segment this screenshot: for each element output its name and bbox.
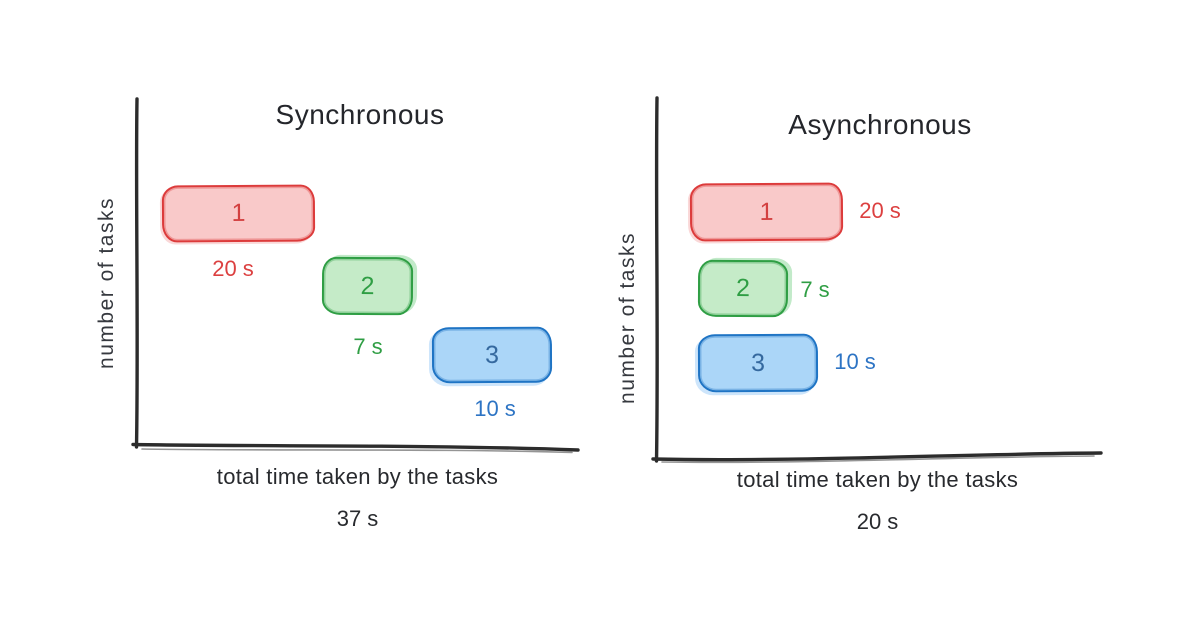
async-total-time: 20 s (856, 509, 899, 534)
sync-x-axis (131, 442, 580, 452)
async-y-axis-label: number of tasks (616, 232, 639, 404)
async-task-box-1: 1 (689, 182, 844, 242)
sync-task-box-3: 3 (431, 326, 553, 384)
async-task-2-duration: 7 s (800, 277, 830, 302)
sync-task-2-number: 2 (360, 271, 375, 300)
async-task-3-duration: 10 s (834, 349, 876, 374)
sync-y-axis (134, 97, 139, 449)
async-y-axis (654, 96, 659, 463)
async-x-axis (651, 451, 1103, 462)
async-task-1-number: 1 (759, 197, 774, 226)
async-chart-title: Asynchronous (788, 109, 972, 140)
sync-x-axis-sketch-stroke (141, 448, 573, 454)
sync-task-1-number: 1 (231, 198, 246, 228)
sync-task-1-duration: 20 s (212, 256, 254, 281)
sync-task-box-2: 2 (321, 256, 414, 316)
async-task-2-number: 2 (735, 273, 751, 303)
sync-task-3-duration: 10 s (474, 396, 516, 421)
sync-task-3-number: 3 (484, 340, 500, 369)
async-task-box-3: 3 (697, 333, 819, 393)
async-task-3-number: 3 (750, 348, 766, 377)
sync-y-axis-label: number of tasks (95, 197, 118, 369)
sync-chart-title: Synchronous (275, 99, 445, 130)
sync-total-time: 37 s (336, 506, 379, 531)
async-x-axis-label: total time taken by the tasks (736, 467, 1019, 492)
sync-x-axis-label: total time taken by the tasks (216, 464, 499, 489)
async-x-axis-sketch-stroke (661, 455, 1095, 464)
async-task-1-duration: 20 s (859, 198, 901, 223)
sync-task-2-duration: 7 s (353, 334, 383, 359)
sync-task-box-1: 1 (161, 184, 316, 243)
